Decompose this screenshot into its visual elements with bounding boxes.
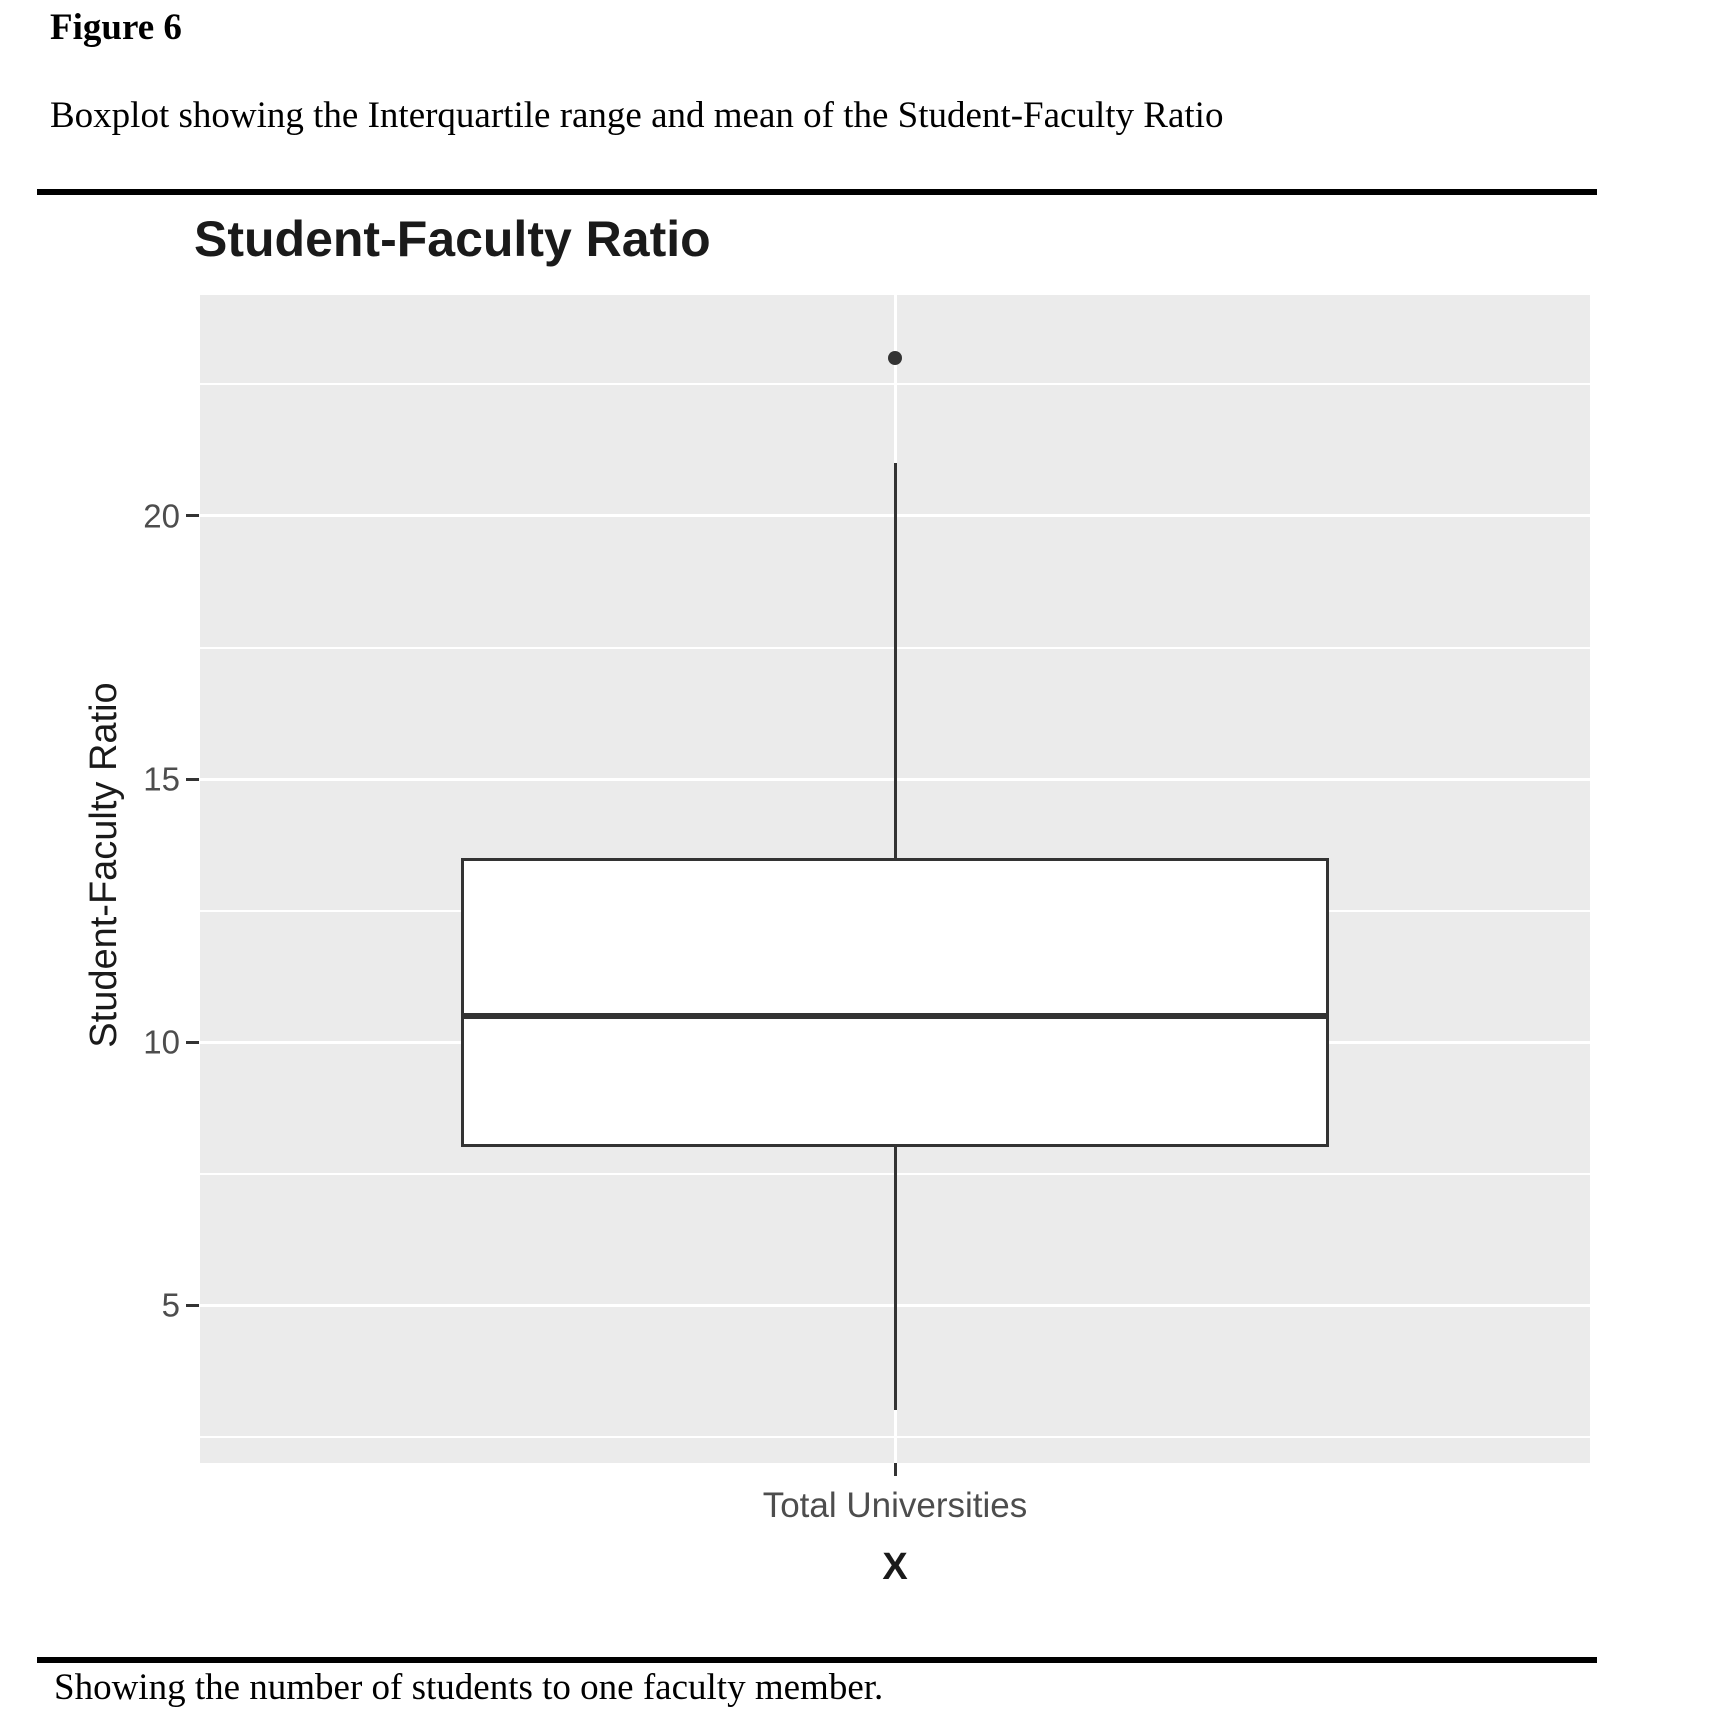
y-tick-mark xyxy=(186,1303,199,1307)
figure-caption: Boxplot showing the Interquartile range … xyxy=(50,95,1224,136)
y-tick-mark xyxy=(186,1040,199,1044)
y-tick-mark xyxy=(186,514,199,518)
y-axis-title: Student-Faculty Ratio xyxy=(83,682,125,1048)
plot-panel xyxy=(200,295,1590,1463)
figure-label: Figure 6 xyxy=(50,7,182,48)
x-axis-title: X xyxy=(882,1546,908,1588)
y-tick-mark xyxy=(186,777,199,781)
median-line xyxy=(460,1012,1330,1019)
y-tick-label: 15 xyxy=(143,760,180,798)
top-rule xyxy=(37,189,1597,195)
lower-whisker xyxy=(893,1147,897,1411)
upper-whisker xyxy=(893,463,897,858)
chart-title: Student-Faculty Ratio xyxy=(194,211,711,267)
x-tick-mark xyxy=(893,1463,897,1476)
x-category-label: Total Universities xyxy=(762,1486,1028,1525)
y-tick-label: 20 xyxy=(143,497,180,535)
outlier-point xyxy=(888,351,902,366)
figure-note: Showing the number of students to one fa… xyxy=(54,1667,884,1708)
bottom-rule xyxy=(37,1657,1597,1663)
box-iqr xyxy=(460,857,1330,1148)
y-tick-label: 5 xyxy=(161,1286,180,1324)
y-tick-label: 10 xyxy=(143,1023,180,1061)
